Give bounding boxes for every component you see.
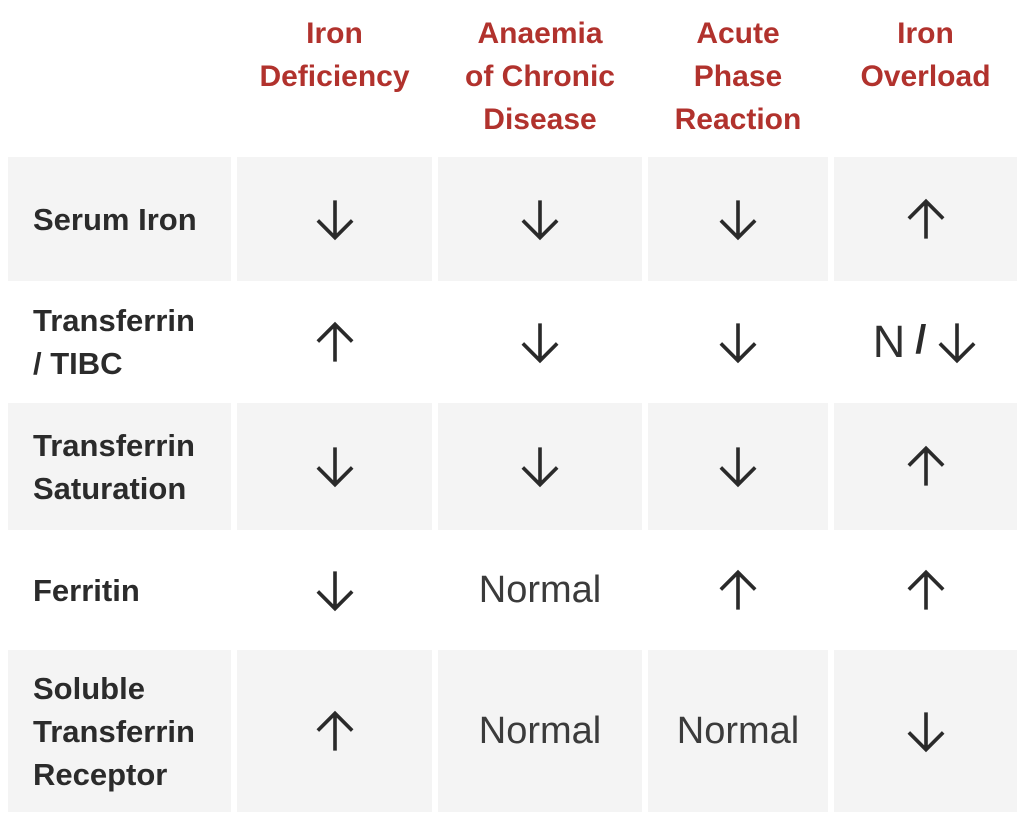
arrow-down-icon bbox=[907, 711, 944, 752]
table-cell bbox=[237, 530, 432, 650]
arrow-up-icon bbox=[907, 569, 944, 610]
arrow-up-icon bbox=[907, 198, 944, 239]
cell-value bbox=[717, 444, 759, 489]
column-header-anaemia-of-chronic-disease: Anaemia of Chronic Disease bbox=[465, 17, 615, 136]
table-cell bbox=[648, 157, 828, 281]
cell-value: Normal bbox=[676, 709, 800, 752]
table-cell bbox=[834, 157, 1017, 281]
table-cell bbox=[648, 403, 828, 530]
arrow-down-icon bbox=[521, 447, 559, 488]
cell-value bbox=[519, 197, 561, 242]
cell-value bbox=[314, 709, 356, 754]
row-header-serum-iron: Serum Iron bbox=[8, 157, 231, 281]
table-cell bbox=[834, 650, 1017, 812]
row-header-transferrin-saturation: Transferrin Saturation bbox=[8, 403, 231, 530]
cell-value bbox=[717, 568, 759, 613]
cell-value bbox=[314, 568, 356, 613]
table-cell: Normal bbox=[648, 650, 828, 812]
table-cell bbox=[438, 403, 642, 530]
cell-value bbox=[717, 320, 759, 365]
row-header-transferrin-tibc: Transferrin / TIBC bbox=[33, 303, 195, 381]
cell-value bbox=[905, 709, 947, 754]
table-row-soluble-transferrin-receptor: Soluble Transferrin Receptor Normal Norm… bbox=[8, 650, 1017, 812]
table-row-ferritin: Ferritin Normal bbox=[8, 530, 1016, 650]
table-cell bbox=[834, 530, 1017, 650]
table-cell bbox=[237, 403, 432, 530]
arrow-down-icon bbox=[719, 322, 757, 363]
cell-value bbox=[519, 444, 561, 489]
table-cell bbox=[237, 281, 432, 403]
arrow-down-icon bbox=[938, 322, 976, 363]
cell-value: Normal bbox=[478, 709, 602, 752]
cell-value: Normal bbox=[478, 568, 602, 611]
arrow-down-icon bbox=[521, 322, 559, 363]
arrow-up-icon bbox=[316, 710, 353, 751]
arrow-down-icon bbox=[316, 199, 353, 240]
row-header-soluble-transferrin-receptor: Soluble Transferrin Receptor bbox=[8, 650, 231, 812]
table-cell bbox=[834, 403, 1017, 530]
arrow-down-icon bbox=[521, 199, 559, 240]
table-cell bbox=[438, 157, 642, 281]
table-row-serum-iron: Serum Iron bbox=[8, 157, 1017, 281]
arrow-down-icon bbox=[316, 447, 353, 488]
table-row-transferrin-tibc: Transferrin / TIBC N / bbox=[8, 281, 1016, 403]
cell-value bbox=[314, 197, 356, 242]
column-header-acute-phase-reaction: Acute Phase Reaction bbox=[674, 17, 802, 136]
table-cell: N / bbox=[834, 281, 1017, 403]
arrow-up-icon bbox=[316, 321, 353, 362]
slash-separator: / bbox=[915, 317, 927, 362]
table-cell bbox=[237, 650, 432, 812]
column-header-iron-deficiency: Iron Deficiency bbox=[259, 17, 410, 93]
arrow-down-icon bbox=[719, 199, 757, 240]
corner-cell bbox=[8, 0, 231, 157]
table-cell bbox=[438, 281, 642, 403]
cell-value bbox=[314, 320, 356, 365]
cell-value bbox=[905, 568, 947, 613]
arrow-up-icon bbox=[907, 445, 944, 486]
arrow-down-icon bbox=[719, 447, 757, 488]
cell-value bbox=[905, 197, 947, 242]
cell-value bbox=[905, 444, 947, 489]
arrow-down-icon bbox=[316, 570, 353, 611]
table-cell: Normal bbox=[438, 650, 642, 812]
table-cell bbox=[648, 530, 828, 650]
table-header-row: Iron Deficiency Anaemia of Chronic Disea… bbox=[8, 0, 1016, 157]
table-cell bbox=[237, 157, 432, 281]
cell-value bbox=[717, 197, 759, 242]
iron-studies-table: Iron Deficiency Anaemia of Chronic Disea… bbox=[8, 0, 1017, 812]
cell-value bbox=[314, 444, 356, 489]
normal-letter: N bbox=[872, 316, 906, 367]
table-cell: Normal bbox=[438, 530, 642, 650]
row-header-ferritin: Ferritin bbox=[33, 572, 140, 608]
table-cell bbox=[648, 281, 828, 403]
arrow-up-icon bbox=[719, 569, 757, 610]
table-row-transferrin-saturation: Transferrin Saturation bbox=[8, 403, 1017, 530]
column-header-iron-overload: Iron Overload bbox=[860, 17, 991, 93]
cell-value bbox=[519, 320, 561, 365]
cell-value: N / bbox=[873, 316, 979, 368]
